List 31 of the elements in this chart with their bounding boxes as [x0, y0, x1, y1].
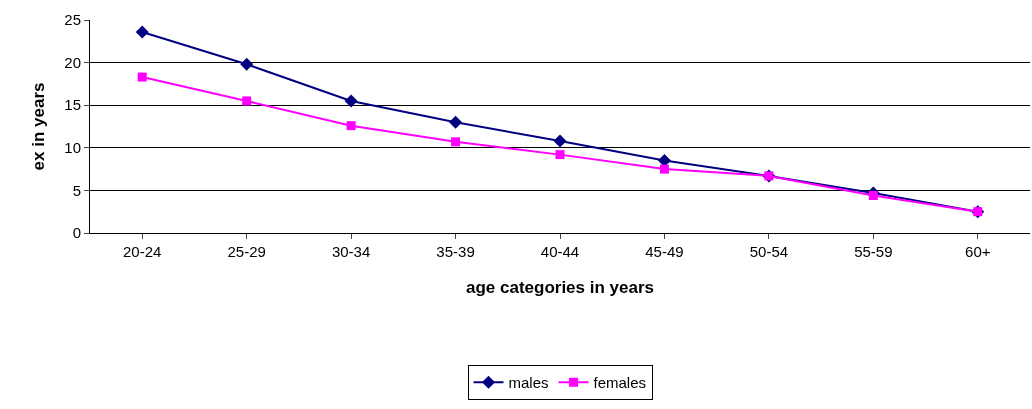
- y-tick-label: 25: [64, 11, 81, 29]
- point: [240, 57, 254, 71]
- point: [451, 137, 461, 147]
- point: [555, 150, 565, 160]
- point: [137, 72, 147, 82]
- y-tick-label: 15: [64, 96, 81, 114]
- x-tick-label: 45-49: [645, 243, 684, 260]
- point: [242, 96, 252, 106]
- point: [449, 115, 463, 129]
- x-tick-label: 55-59: [854, 243, 893, 260]
- legend-label: males: [508, 374, 549, 392]
- point: [346, 121, 356, 131]
- x-tick-label: 60+: [965, 243, 991, 260]
- x-tick-label: 40-44: [540, 243, 580, 260]
- point: [553, 134, 567, 148]
- x-axis-title: age categories in years: [465, 278, 655, 298]
- y-tick-label: 5: [72, 181, 81, 199]
- y-axis-title: ex in years: [28, 82, 48, 171]
- x-tick-label: 35-39: [436, 243, 475, 260]
- point: [659, 164, 669, 174]
- legend-label: females: [593, 374, 647, 392]
- y-tick-label: 0: [72, 224, 81, 242]
- point: [868, 191, 878, 201]
- x-tick-label: 50-54: [749, 243, 789, 260]
- x-tick-label: 20-24: [123, 243, 162, 260]
- x-tick-label: 30-34: [331, 243, 371, 260]
- x-tick-label: 25-29: [227, 243, 266, 260]
- y-tick-label: 10: [64, 139, 81, 157]
- point: [135, 25, 149, 39]
- point: [344, 94, 358, 108]
- y-tick-label: 20: [64, 53, 81, 71]
